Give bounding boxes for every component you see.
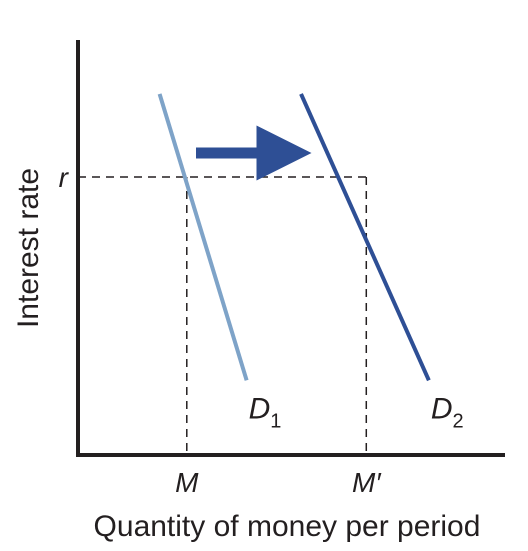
d1-label-main: D: [249, 392, 271, 425]
x-axis-title: Quantity of money per period: [94, 510, 481, 543]
d1-label: D1: [249, 392, 282, 432]
d1-label-sub: 1: [270, 410, 281, 432]
d2-label-sub: 2: [453, 410, 464, 432]
d2-label: D2: [431, 392, 464, 432]
y-tick-label-r: r: [59, 162, 70, 193]
d1-demand-curve: [157, 93, 249, 381]
x-tick-label-m-prime: M′: [352, 467, 382, 498]
d2-label-main: D: [431, 392, 453, 425]
d2-demand-curve: [299, 93, 431, 382]
y-axis-title: Interest rate: [12, 168, 45, 328]
x-tick-label-m: M: [175, 467, 199, 498]
